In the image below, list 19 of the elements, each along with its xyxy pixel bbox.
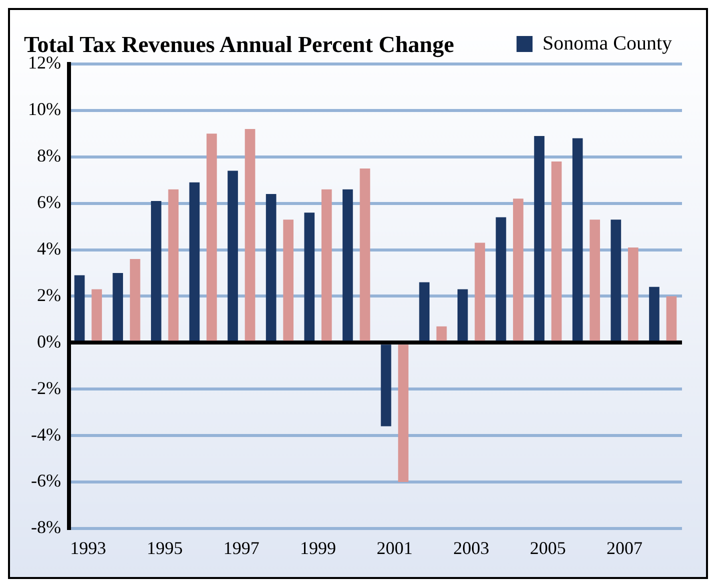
y-tick-label: -4% (30, 424, 61, 444)
x-tick-label: 2003 (453, 538, 490, 558)
x-tick-label: 2005 (530, 538, 566, 558)
legend-label: Sonoma County (542, 32, 672, 54)
y-tick-label: 6% (36, 192, 61, 212)
x-tick-label: 2007 (606, 538, 643, 558)
y-tick-label: -8% (30, 517, 61, 538)
y-tick-label: 8% (36, 146, 61, 166)
y-tick-label: -6% (30, 470, 61, 491)
x-tick-label: 2001 (376, 538, 413, 558)
y-tick-label: 0% (36, 331, 61, 352)
y-tick-label: 2% (36, 284, 61, 305)
x-tick-label: 1995 (146, 538, 183, 558)
y-tick-label: -2% (30, 378, 61, 398)
x-tick-label: 1993 (70, 538, 106, 558)
y-tick-label: 10% (28, 99, 61, 120)
x-tick-label: 1999 (300, 538, 336, 558)
y-tick-label: 4% (36, 238, 61, 258)
x-tick-label: 1997 (223, 538, 260, 558)
